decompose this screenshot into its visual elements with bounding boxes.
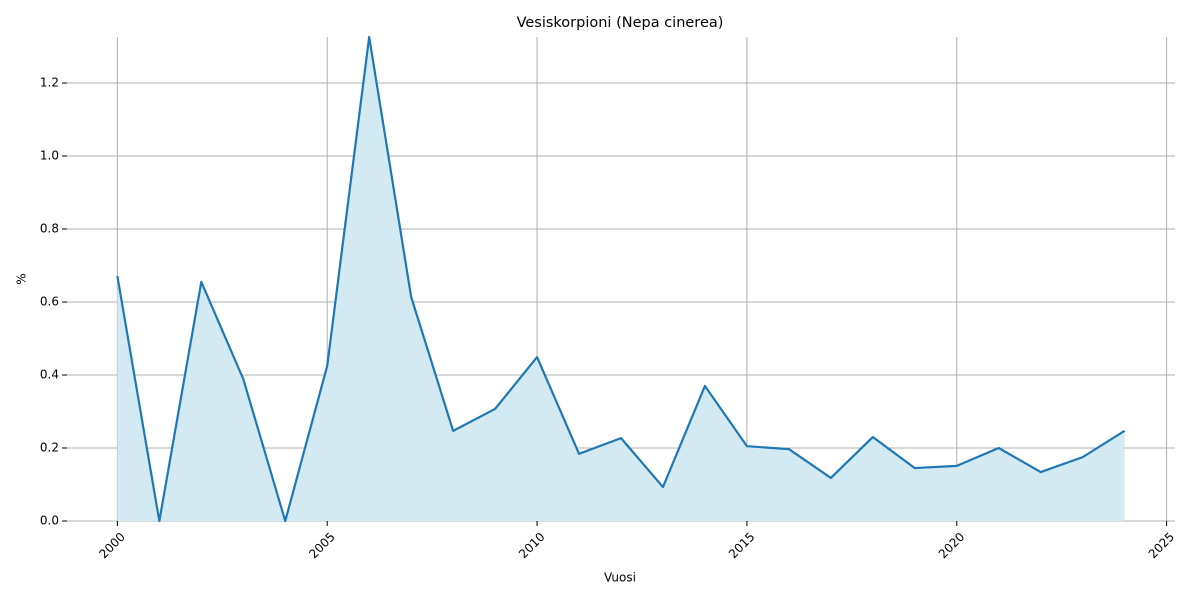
x-axis-label: Vuosi — [604, 571, 636, 585]
line — [116, 35, 1126, 523]
y-tick-label: 0.6 — [40, 294, 59, 308]
chart-title: Vesiskorpioni (Nepa cinerea) — [517, 15, 724, 31]
y-tick-label: 0.2 — [40, 440, 59, 454]
y-tick-label: 0.8 — [40, 221, 59, 235]
y-tick-label: 0.0 — [40, 514, 59, 528]
x-tick-label: 2010 — [516, 530, 547, 561]
y-tick-label: 1.2 — [40, 75, 59, 89]
x-tick-label: 2025 — [1146, 530, 1177, 561]
area — [117, 37, 1125, 521]
x-tick-label: 2015 — [726, 530, 757, 561]
x-tick-label: 2000 — [96, 530, 127, 561]
x-tick-label: 2020 — [936, 530, 967, 561]
y-tick-label: 0.4 — [40, 367, 59, 381]
x-tick-label: 2005 — [306, 530, 337, 561]
y-axis-label: % — [15, 273, 29, 284]
y-tick-label: 1.0 — [40, 148, 59, 162]
